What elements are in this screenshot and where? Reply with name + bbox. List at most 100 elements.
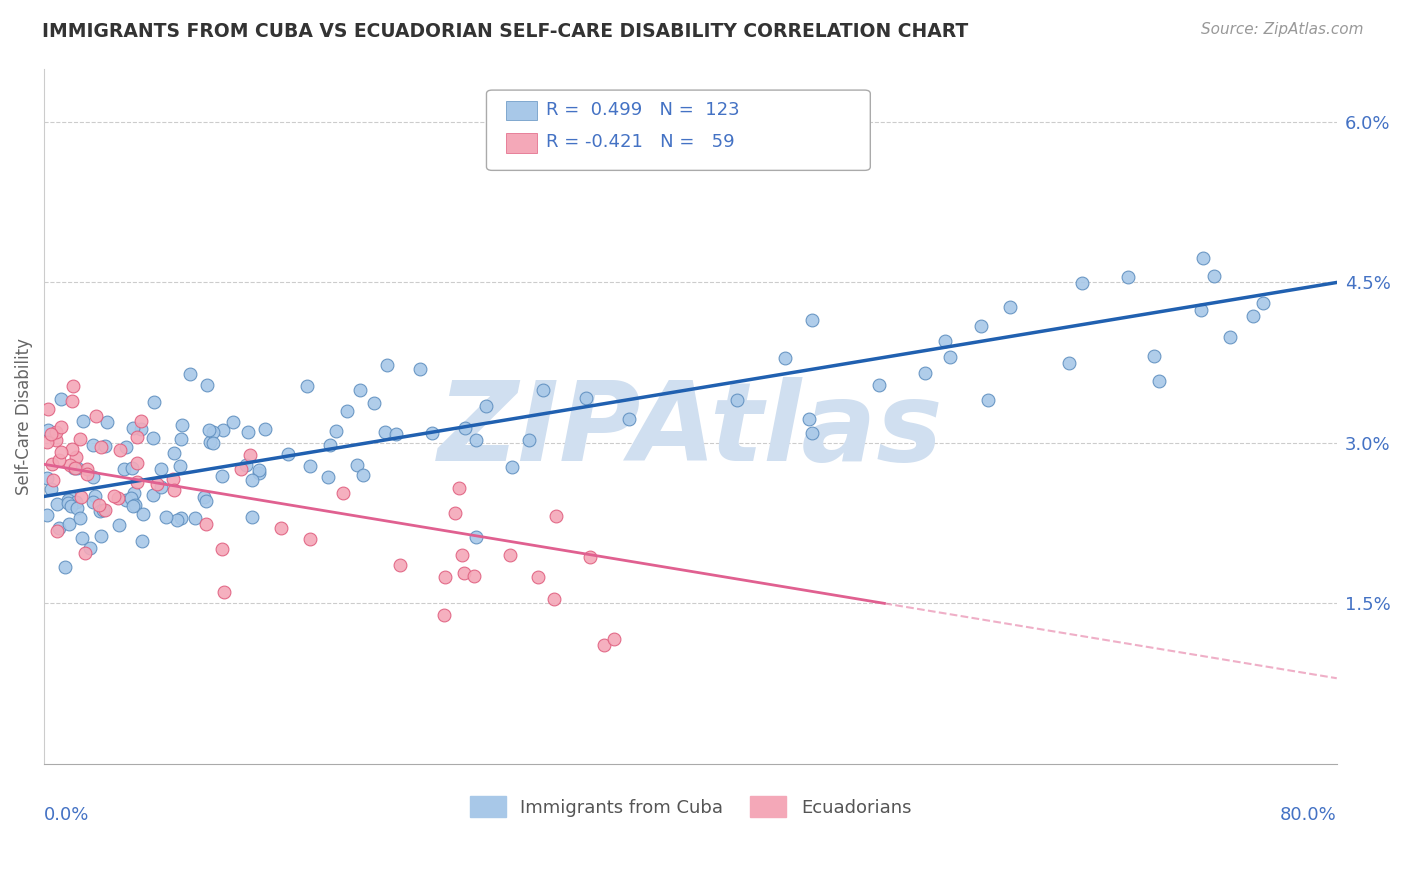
- Point: [211, 541, 233, 556]
- Point: [76, 467, 98, 481]
- Point: [375, 359, 398, 373]
- Point: [253, 422, 276, 436]
- Point: [48, 521, 70, 535]
- Point: [162, 483, 184, 497]
- Point: [463, 569, 485, 583]
- Point: [725, 393, 748, 408]
- Point: [89, 529, 111, 543]
- Point: [352, 467, 374, 482]
- Point: [70, 531, 93, 545]
- Point: [94, 439, 117, 453]
- Point: [65, 494, 87, 508]
- Point: [120, 491, 142, 505]
- Point: [773, 351, 796, 366]
- Point: [108, 518, 131, 533]
- Text: R = -0.421   N =   59: R = -0.421 N = 59: [546, 133, 734, 151]
- Point: [51, 392, 73, 406]
- Point: [90, 440, 112, 454]
- Point: [125, 475, 148, 489]
- Point: [162, 471, 184, 485]
- Point: [56, 496, 79, 510]
- Point: [166, 513, 188, 527]
- Point: [62, 379, 84, 393]
- Point: [934, 334, 956, 348]
- Point: [464, 529, 486, 543]
- Point: [299, 532, 322, 546]
- Point: [797, 412, 820, 426]
- Point: [229, 462, 252, 476]
- Point: [211, 469, 233, 483]
- Point: [236, 425, 259, 439]
- Point: [299, 458, 322, 473]
- Point: [170, 432, 193, 446]
- Point: [66, 461, 89, 475]
- Point: [384, 427, 406, 442]
- Point: [122, 486, 145, 500]
- Point: [297, 379, 319, 393]
- Point: [240, 473, 263, 487]
- Point: [37, 423, 59, 437]
- Point: [617, 411, 640, 425]
- Point: [62, 442, 84, 456]
- Point: [114, 493, 136, 508]
- Legend: Immigrants from Cuba, Ecuadorians: Immigrants from Cuba, Ecuadorians: [463, 789, 918, 824]
- Point: [41, 457, 63, 471]
- Point: [453, 421, 475, 435]
- Point: [143, 394, 166, 409]
- Point: [198, 423, 221, 437]
- Point: [319, 438, 342, 452]
- Point: [1000, 301, 1022, 315]
- Point: [172, 417, 194, 432]
- Point: [546, 508, 568, 523]
- Point: [179, 368, 201, 382]
- Point: [914, 366, 936, 380]
- Point: [388, 558, 411, 573]
- Point: [346, 458, 368, 473]
- Point: [325, 425, 347, 439]
- Text: 0.0%: 0.0%: [44, 805, 90, 823]
- Point: [868, 377, 890, 392]
- Point: [239, 448, 262, 462]
- Point: [1057, 355, 1080, 369]
- Point: [45, 425, 67, 439]
- Point: [48, 453, 70, 467]
- Point: [800, 313, 823, 327]
- Point: [163, 446, 186, 460]
- Point: [373, 425, 395, 439]
- Point: [349, 383, 371, 397]
- Point: [82, 469, 104, 483]
- Point: [131, 533, 153, 548]
- Point: [169, 458, 191, 473]
- Point: [593, 638, 616, 652]
- Point: [45, 434, 67, 448]
- Point: [526, 569, 548, 583]
- Point: [433, 607, 456, 622]
- Point: [73, 546, 96, 560]
- Point: [79, 541, 101, 556]
- Point: [107, 491, 129, 506]
- Point: [65, 450, 87, 464]
- Point: [49, 419, 72, 434]
- Y-axis label: Self-Care Disability: Self-Care Disability: [15, 338, 32, 495]
- Point: [76, 462, 98, 476]
- Text: 80.0%: 80.0%: [1279, 805, 1337, 823]
- Point: [94, 502, 117, 516]
- Point: [108, 443, 131, 458]
- Point: [58, 492, 80, 507]
- Point: [142, 431, 165, 445]
- Point: [1243, 309, 1265, 323]
- Point: [409, 361, 432, 376]
- Point: [150, 480, 173, 494]
- Text: R =  0.499   N =  123: R = 0.499 N = 123: [546, 101, 740, 119]
- Point: [222, 415, 245, 429]
- Point: [131, 507, 153, 521]
- Point: [603, 632, 626, 647]
- Point: [49, 445, 72, 459]
- Point: [129, 414, 152, 428]
- Point: [141, 488, 163, 502]
- Point: [82, 438, 104, 452]
- Point: [242, 509, 264, 524]
- Point: [37, 508, 59, 522]
- Point: [183, 510, 205, 524]
- Point: [202, 425, 225, 440]
